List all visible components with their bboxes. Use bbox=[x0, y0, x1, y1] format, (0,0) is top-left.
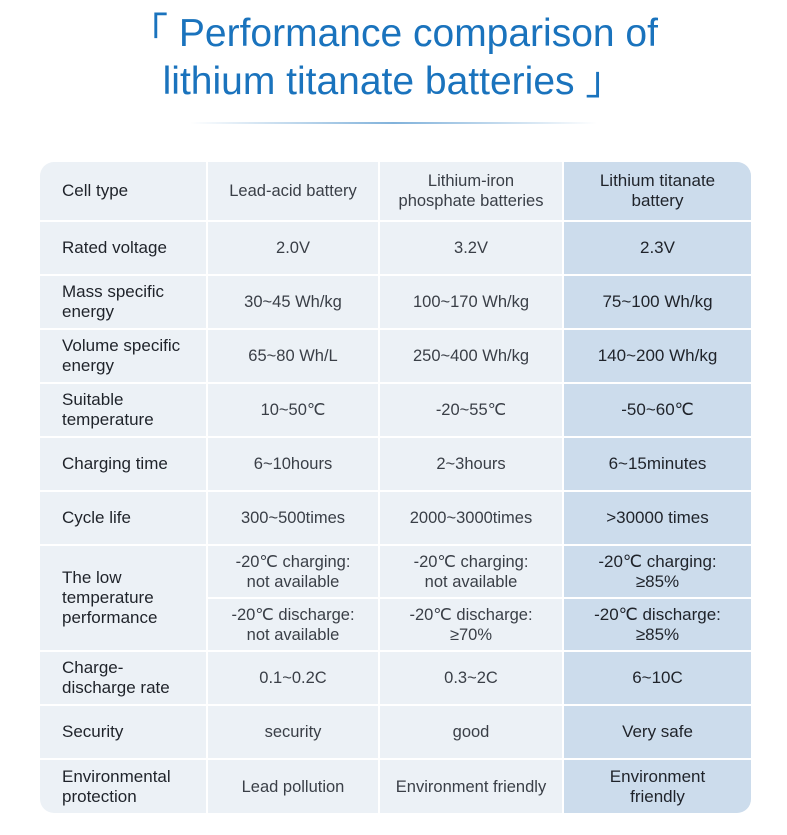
row-label: Mass specific energy bbox=[40, 275, 208, 330]
title-divider bbox=[190, 122, 597, 124]
cell-lead-acid: 0.1~0.2C bbox=[207, 651, 380, 706]
header-lead-acid: Lead-acid battery bbox=[207, 162, 380, 222]
cell-lto-discharge: -20℃ discharge: ≥85% bbox=[563, 598, 751, 652]
cell-lead-acid-charging: -20℃ charging: not available bbox=[207, 545, 380, 599]
table-row: Mass specific energy 30~45 Wh/kg 100~170… bbox=[40, 275, 751, 330]
title-line-1-text: Performance comparison of bbox=[178, 12, 658, 55]
table-row: Rated voltage 2.0V 3.2V 2.3V bbox=[40, 221, 751, 276]
title-line-2: lithium titanate batteries 」 bbox=[0, 58, 787, 106]
table-row: -20℃ discharge: not available -20℃ disch… bbox=[40, 598, 751, 652]
cell-lto: >30000 times bbox=[563, 491, 751, 546]
row-label: Suitable temperature bbox=[40, 383, 208, 438]
cell-lfp: -20~55℃ bbox=[379, 383, 564, 438]
cell-lead-acid: 10~50℃ bbox=[207, 383, 380, 438]
row-label: Environmental protection bbox=[40, 759, 208, 813]
row-label-low-temperature: The low temperature performance bbox=[40, 545, 208, 652]
cell-lfp: 0.3~2C bbox=[379, 651, 564, 706]
cell-lfp: 3.2V bbox=[379, 221, 564, 276]
cell-lto: Very safe bbox=[563, 705, 751, 760]
header-lfp: Lithium-iron phosphate batteries bbox=[379, 162, 564, 222]
table-header-row: Cell type Lead-acid battery Lithium-iron… bbox=[40, 162, 751, 222]
table-row: Charge- discharge rate 0.1~0.2C 0.3~2C 6… bbox=[40, 651, 751, 706]
row-label: Rated voltage bbox=[40, 221, 208, 276]
row-label: Security bbox=[40, 705, 208, 760]
cell-lead-acid: 6~10hours bbox=[207, 437, 380, 492]
row-label: Charge- discharge rate bbox=[40, 651, 208, 706]
row-label: Volume specific energy bbox=[40, 329, 208, 384]
cell-lto: Environment friendly bbox=[563, 759, 751, 813]
cell-lto: 6~15minutes bbox=[563, 437, 751, 492]
cell-lfp: 2000~3000times bbox=[379, 491, 564, 546]
cell-lfp: good bbox=[379, 705, 564, 760]
cell-lead-acid: 65~80 Wh/L bbox=[207, 329, 380, 384]
cell-lfp-discharge: -20℃ discharge: ≥70% bbox=[379, 598, 564, 652]
cell-lfp: 2~3hours bbox=[379, 437, 564, 492]
close-bracket: 」 bbox=[585, 60, 625, 103]
cell-lead-acid-discharge: -20℃ discharge: not available bbox=[207, 598, 380, 652]
cell-lto: 140~200 Wh/kg bbox=[563, 329, 751, 384]
table-row: Security security good Very safe bbox=[40, 705, 751, 760]
cell-lead-acid: Lead pollution bbox=[207, 759, 380, 813]
cell-lead-acid: 2.0V bbox=[207, 221, 380, 276]
cell-lead-acid: security bbox=[207, 705, 380, 760]
open-bracket: 「 bbox=[129, 12, 169, 55]
cell-lto: -50~60℃ bbox=[563, 383, 751, 438]
table-row: Environmental protection Lead pollution … bbox=[40, 759, 751, 813]
row-label: Cycle life bbox=[40, 491, 208, 546]
title-line-1: 「 Performance comparison of bbox=[0, 10, 787, 58]
cell-lfp: Environment friendly bbox=[379, 759, 564, 813]
cell-lfp: 100~170 Wh/kg bbox=[379, 275, 564, 330]
row-label: Charging time bbox=[40, 437, 208, 492]
page-title: 「 Performance comparison of lithium tita… bbox=[0, 10, 787, 106]
cell-lead-acid: 30~45 Wh/kg bbox=[207, 275, 380, 330]
table-row: The low temperature performance -20℃ cha… bbox=[40, 545, 751, 652]
cell-lto: 2.3V bbox=[563, 221, 751, 276]
cell-lfp: 250~400 Wh/kg bbox=[379, 329, 564, 384]
header-lto: Lithium titanate battery bbox=[563, 162, 751, 222]
table-row: Cycle life 300~500times 2000~3000times >… bbox=[40, 491, 751, 546]
title-line-2-text: lithium titanate batteries bbox=[162, 60, 575, 103]
table-row: Volume specific energy 65~80 Wh/L 250~40… bbox=[40, 329, 751, 384]
table-row: Suitable temperature 10~50℃ -20~55℃ -50~… bbox=[40, 383, 751, 438]
cell-lto-charging: -20℃ charging: ≥85% bbox=[563, 545, 751, 599]
cell-lfp-charging: -20℃ charging: not available bbox=[379, 545, 564, 599]
comparison-table-container: Cell type Lead-acid battery Lithium-iron… bbox=[40, 162, 751, 813]
cell-lto: 6~10C bbox=[563, 651, 751, 706]
table-row: Charging time 6~10hours 2~3hours 6~15min… bbox=[40, 437, 751, 492]
cell-lead-acid: 300~500times bbox=[207, 491, 380, 546]
comparison-table: Cell type Lead-acid battery Lithium-iron… bbox=[40, 162, 751, 813]
header-cell-type: Cell type bbox=[40, 162, 208, 222]
cell-lto: 75~100 Wh/kg bbox=[563, 275, 751, 330]
